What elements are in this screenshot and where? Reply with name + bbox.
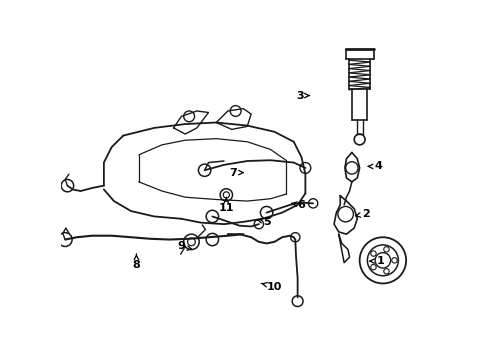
Text: 3: 3	[296, 91, 310, 100]
Text: 11: 11	[219, 197, 234, 213]
Text: 2: 2	[356, 209, 369, 219]
Text: 10: 10	[261, 282, 282, 292]
Text: 4: 4	[368, 161, 382, 171]
Text: 9: 9	[177, 242, 192, 252]
Text: 6: 6	[292, 200, 305, 210]
Text: 5: 5	[257, 217, 270, 227]
Text: 7: 7	[229, 167, 243, 177]
Text: 8: 8	[133, 255, 140, 270]
Text: 1: 1	[370, 256, 385, 266]
